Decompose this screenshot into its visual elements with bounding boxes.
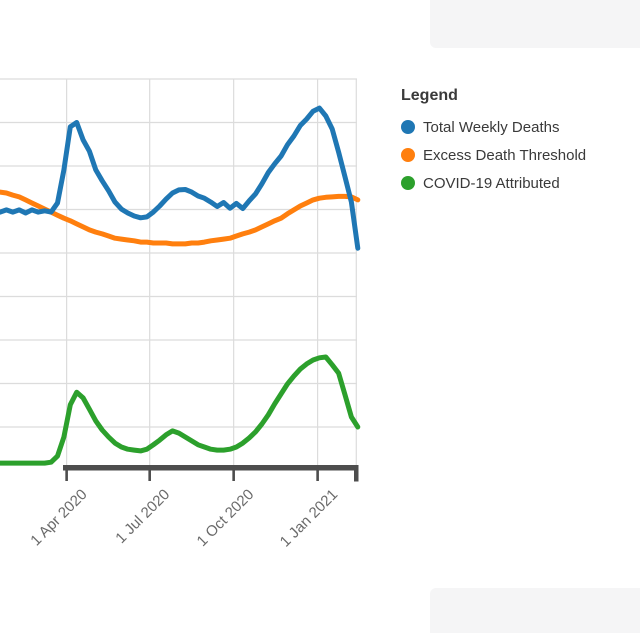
series-line-excess-death-threshold bbox=[0, 189, 361, 247]
x-axis-line bbox=[63, 465, 358, 471]
legend-swatch-excess-death-threshold-icon bbox=[401, 148, 415, 162]
legend-label-total-weekly-deaths: Total Weekly Deaths bbox=[423, 118, 560, 136]
legend-title: Legend bbox=[401, 87, 458, 104]
series-line-total-weekly-deaths bbox=[0, 105, 361, 251]
decorative-panel-bottom-right bbox=[430, 588, 640, 633]
legend-label-covid-19-attributed: COVID-19 Attributed bbox=[423, 174, 560, 192]
legend-swatch-covid-19-attributed-icon bbox=[401, 176, 415, 190]
decorative-panel-top-right bbox=[430, 0, 640, 48]
legend-swatch-total-weekly-deaths-icon bbox=[401, 120, 415, 134]
legend-item-total-weekly-deaths: Total Weekly Deaths bbox=[401, 113, 586, 141]
legend-item-covid-19-attributed: COVID-19 Attributed bbox=[401, 169, 586, 197]
legend: Legend Total Weekly Deaths Excess Death … bbox=[401, 86, 586, 197]
series-line-covid-19-attributed bbox=[0, 354, 361, 466]
legend-item-excess-death-threshold: Excess Death Threshold bbox=[401, 141, 586, 169]
legend-label-excess-death-threshold: Excess Death Threshold bbox=[423, 146, 587, 164]
